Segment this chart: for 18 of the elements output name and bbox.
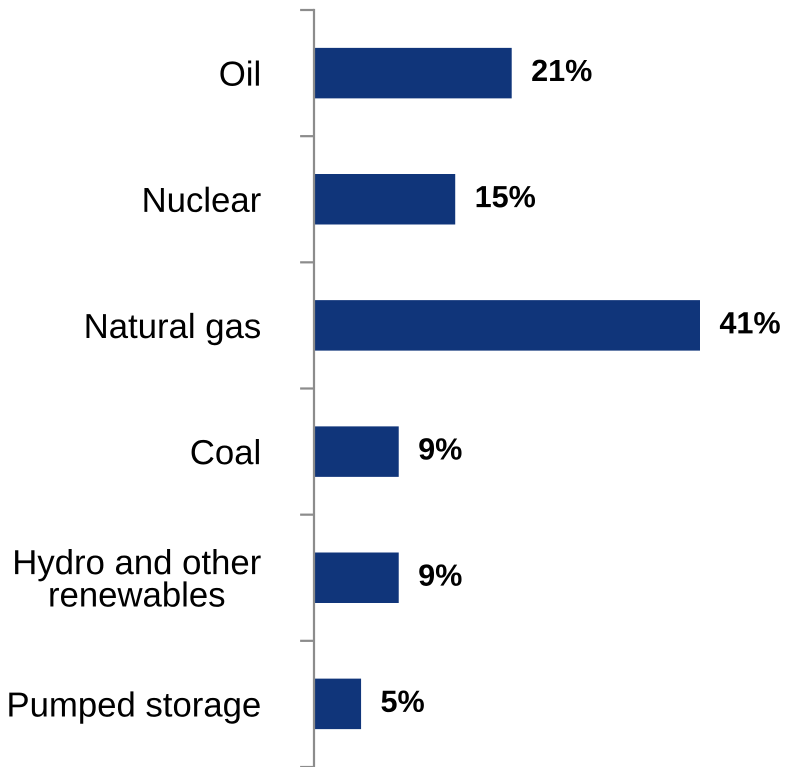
bar xyxy=(314,426,399,477)
y-tick-label: Hydro and other renewables xyxy=(15,548,261,607)
data-label: 5% xyxy=(381,690,424,712)
y-tick-label: Oil xyxy=(220,60,259,86)
bar xyxy=(314,678,362,730)
y-tick-label: Natural gas xyxy=(86,312,260,346)
y-tick-label: Pumped storage xyxy=(9,691,260,724)
data-label: 41% xyxy=(720,312,780,334)
y-tick-label: Nuclear xyxy=(144,186,261,212)
data-label: 9% xyxy=(419,438,462,460)
bar xyxy=(314,174,456,224)
y-tick-label: Coal xyxy=(192,439,259,465)
data-label: 15% xyxy=(476,186,536,208)
data-label: 9% xyxy=(419,564,462,586)
bar xyxy=(314,48,512,98)
data-label: 21% xyxy=(532,60,592,82)
bar xyxy=(314,552,399,603)
bar xyxy=(314,300,700,351)
